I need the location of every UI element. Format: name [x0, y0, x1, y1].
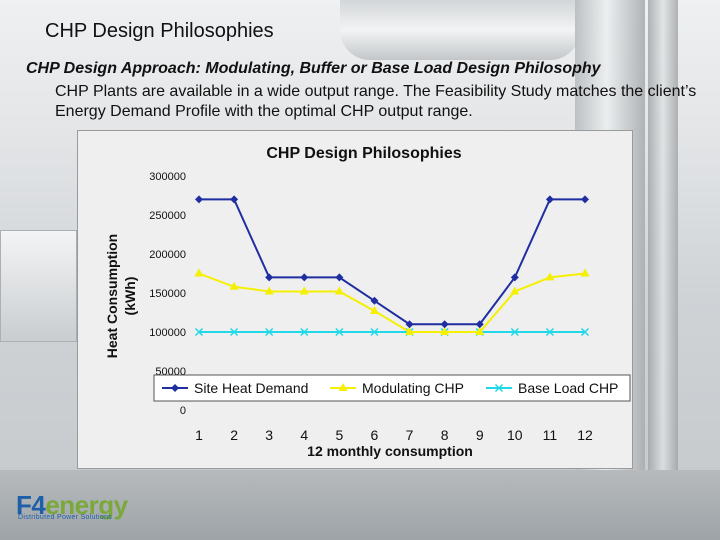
chart-title: CHP Design Philosophies [266, 145, 461, 162]
data-point-site-heat-demand [405, 320, 414, 329]
x-tick-label: 11 [543, 427, 558, 443]
data-point-modulating-chp [510, 286, 520, 295]
x-tick-label: 7 [406, 427, 414, 443]
data-point-base-load-chp [230, 327, 239, 337]
background-duct [340, 0, 580, 60]
data-point-site-heat-demand [545, 195, 554, 204]
series-line-modulating-chp [198, 272, 586, 333]
x-tick-label: 12 [577, 427, 593, 443]
legend-label: Base Load CHP [518, 380, 618, 396]
data-point-modulating-chp [194, 268, 204, 277]
data-point-modulating-chp [405, 327, 415, 335]
x-tick-label: 4 [300, 427, 308, 443]
logo-suffix: energy [45, 490, 128, 520]
y-tick-label: 250000 [149, 210, 186, 222]
background-pipe-secondary [648, 0, 678, 540]
y-tick-label: 300000 [149, 171, 186, 183]
legend-label: Modulating CHP [362, 380, 464, 396]
data-point-modulating-chp [580, 268, 590, 277]
data-point-modulating-chp [299, 286, 309, 295]
data-point-modulating-chp [229, 281, 239, 290]
logo-tagline: Distributed Power Solutions [18, 514, 113, 521]
legend-swatch-marker [494, 383, 504, 393]
y-tick-label: 0 [180, 405, 186, 417]
data-point-site-heat-demand [370, 296, 379, 305]
y-axis-label-line1: Heat Consumption [104, 234, 120, 358]
slide-subtitle: CHP Design Approach: Modulating, Buffer … [26, 60, 601, 77]
slide-body-text: CHP Plants are available in a wide outpu… [55, 83, 697, 120]
x-tick-label: 5 [335, 427, 343, 443]
chart-legend [153, 374, 631, 402]
data-point-site-heat-demand [335, 273, 344, 282]
y-axis-label: Heat Consumption (kWh) [104, 234, 138, 358]
x-axis-label: 12 monthly consumption [307, 443, 473, 459]
data-point-site-heat-demand [510, 273, 519, 282]
data-point-modulating-chp [475, 327, 485, 335]
data-point-modulating-chp [334, 286, 344, 295]
y-axis-label-line2: (kWh) [122, 277, 138, 316]
logo-wordmark: F4energy [16, 490, 128, 521]
data-point-base-load-chp [580, 327, 590, 337]
series-line-site-heat-demand [199, 198, 585, 326]
x-tick-label: 6 [371, 427, 379, 443]
data-point-base-load-chp [265, 327, 274, 337]
data-point-site-heat-demand [475, 320, 484, 329]
data-point-site-heat-demand [230, 195, 239, 204]
data-point-modulating-chp [264, 286, 274, 295]
data-point-base-load-chp [335, 327, 344, 337]
y-tick-label: 100000 [149, 327, 186, 339]
data-point-modulating-chp [440, 327, 450, 335]
legend-swatch-marker [171, 384, 179, 392]
data-point-site-heat-demand [581, 195, 589, 204]
slide-title: CHP Design Philosophies [45, 20, 274, 42]
company-logo: F4energy Distributed Power Solutions [16, 490, 176, 522]
data-point-base-load-chp [370, 327, 379, 337]
x-tick-label: 8 [441, 427, 449, 443]
data-point-site-heat-demand [265, 273, 274, 282]
legend-label: Site Heat Demand [194, 380, 308, 396]
data-point-site-heat-demand [440, 320, 449, 329]
data-point-site-heat-demand [300, 273, 309, 282]
x-tick-label: 10 [507, 427, 523, 443]
x-tick-label: 2 [230, 427, 238, 443]
legend-swatch-marker [338, 383, 348, 391]
chart-panel: CHP Design Philosophies 0 50000 100000 15000… [77, 130, 633, 469]
data-point-base-load-chp [300, 327, 309, 337]
logo-prefix: F4 [16, 490, 46, 520]
data-point-modulating-chp [545, 272, 555, 281]
x-tick-label: 9 [476, 427, 484, 443]
chp-line-chart: CHP Design Philosophies05000010000015000… [104, 145, 631, 459]
data-point-base-load-chp [510, 327, 519, 337]
x-tick-label: 3 [265, 427, 273, 443]
data-point-base-load-chp [545, 327, 554, 337]
background-floor [0, 470, 720, 540]
y-tick-label: 150000 [149, 288, 186, 300]
y-tick-label: 200000 [149, 249, 186, 261]
x-tick-label: 1 [195, 427, 203, 443]
data-point-site-heat-demand [195, 195, 203, 204]
data-point-base-load-chp [194, 327, 204, 337]
data-point-modulating-chp [369, 305, 379, 314]
background-cabinet [0, 230, 77, 342]
